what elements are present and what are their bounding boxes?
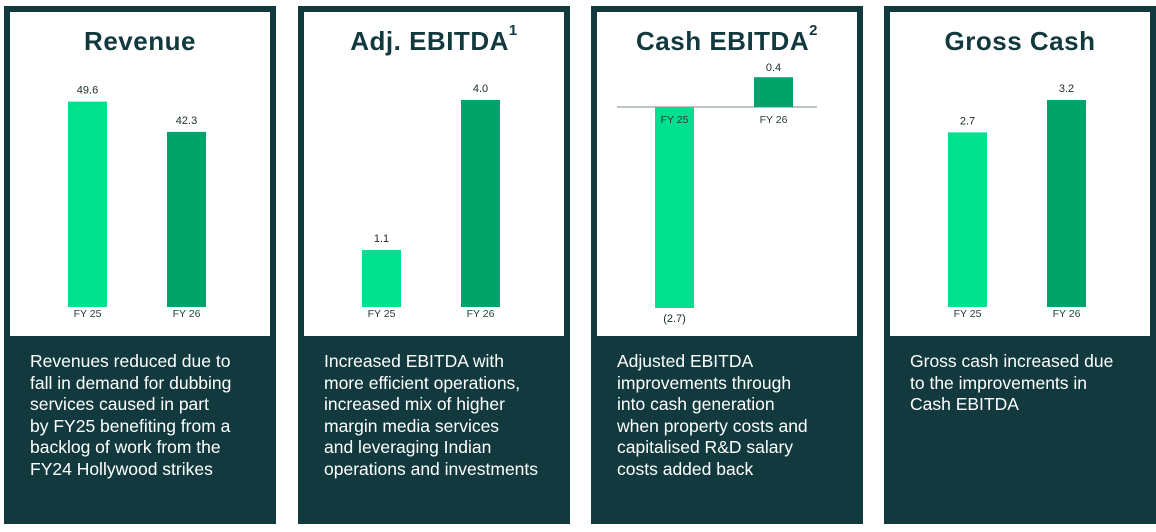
adj-ebitda-chart: Adj. EBITDA1 1.1 FY 25 4.0 FY 26 [304, 12, 564, 336]
chart-title: Cash EBITDA2 [597, 22, 857, 57]
adj-ebitda-description: Increased EBITDA with more efficient ope… [324, 351, 539, 479]
gross-cash-chart: Gross Cash 2.7 FY 25 3.2 FY 26 [890, 12, 1150, 336]
data-label: 0.4 [766, 62, 781, 74]
tick-label: FY 25 [661, 114, 689, 126]
tick-label: FY 26 [173, 308, 201, 320]
tick-label: FY 25 [368, 308, 396, 320]
chart-title-text: Cash EBITDA [636, 26, 810, 56]
chart-title-text: Revenue [84, 26, 196, 56]
bar-fy-26 [1047, 100, 1086, 307]
tick-label: FY 26 [760, 114, 788, 126]
tick-label: FY 25 [954, 308, 982, 320]
chart-title: Revenue [10, 26, 270, 57]
tick-label: FY 26 [1053, 308, 1081, 320]
cash-ebitda-chart: Cash EBITDA2 (2.7) FY 25 0.4 FY 26 [597, 12, 857, 336]
chart-title-text: Adj. EBITDA [350, 26, 509, 56]
revenue-description: Revenues reduced due to fall in demand f… [30, 351, 232, 479]
adj-ebitda-plot: 1.1 FY 25 4.0 FY 26 [362, 83, 500, 320]
revenue-plot: 49.6 FY 25 42.3 FY 26 [68, 85, 206, 320]
data-label: 42.3 [176, 115, 197, 127]
bar-fy-26 [167, 131, 206, 307]
cash-ebitda-card: Cash EBITDA2 (2.7) FY 25 0.4 FY 26 Adjusted E… [591, 6, 863, 524]
footnote-marker: 2 [809, 22, 818, 39]
gross-cash-plot: 2.7 FY 25 3.2 FY 26 [948, 83, 1086, 320]
gross-cash-description: Gross cash increased due to the improvem… [910, 351, 1114, 414]
data-label: 1.1 [374, 233, 389, 245]
revenue-chart: Revenue 49.6 FY 25 42.3 FY 26 [10, 12, 270, 336]
revenue-card: Revenue 49.6 FY 25 42.3 FY 26 Revenues reduce… [4, 6, 276, 524]
gross-cash-card: Gross Cash 2.7 FY 25 3.2 FY 26 Gross cash inc… [884, 6, 1156, 524]
data-label: (2.7) [663, 313, 686, 325]
cash-ebitda-plot: (2.7) FY 25 0.4 FY 26 [617, 62, 817, 325]
bar-fy-26 [754, 77, 793, 107]
data-label: 4.0 [473, 83, 488, 95]
tick-label: FY 26 [467, 308, 495, 320]
adj-ebitda-card: Adj. EBITDA1 1.1 FY 25 4.0 FY 26 Increased EB… [298, 6, 570, 524]
footnote-marker: 1 [508, 22, 518, 39]
bar-fy-25 [362, 250, 401, 307]
cash-ebitda-description: Adjusted EBITDA improvements through int… [617, 351, 808, 479]
chart-title: Gross Cash [890, 26, 1150, 57]
data-label: 2.7 [960, 115, 975, 127]
data-label: 3.2 [1059, 83, 1074, 95]
chart-title: Adj. EBITDA1 [304, 22, 564, 57]
chart-title-text: Gross Cash [944, 26, 1096, 56]
bar-fy-26 [461, 100, 500, 307]
bar-fy-25 [948, 132, 987, 307]
tick-label: FY 25 [74, 308, 102, 320]
data-label: 49.6 [77, 85, 98, 97]
bar-fy-25 [655, 107, 694, 308]
bar-fy-25 [68, 101, 107, 307]
